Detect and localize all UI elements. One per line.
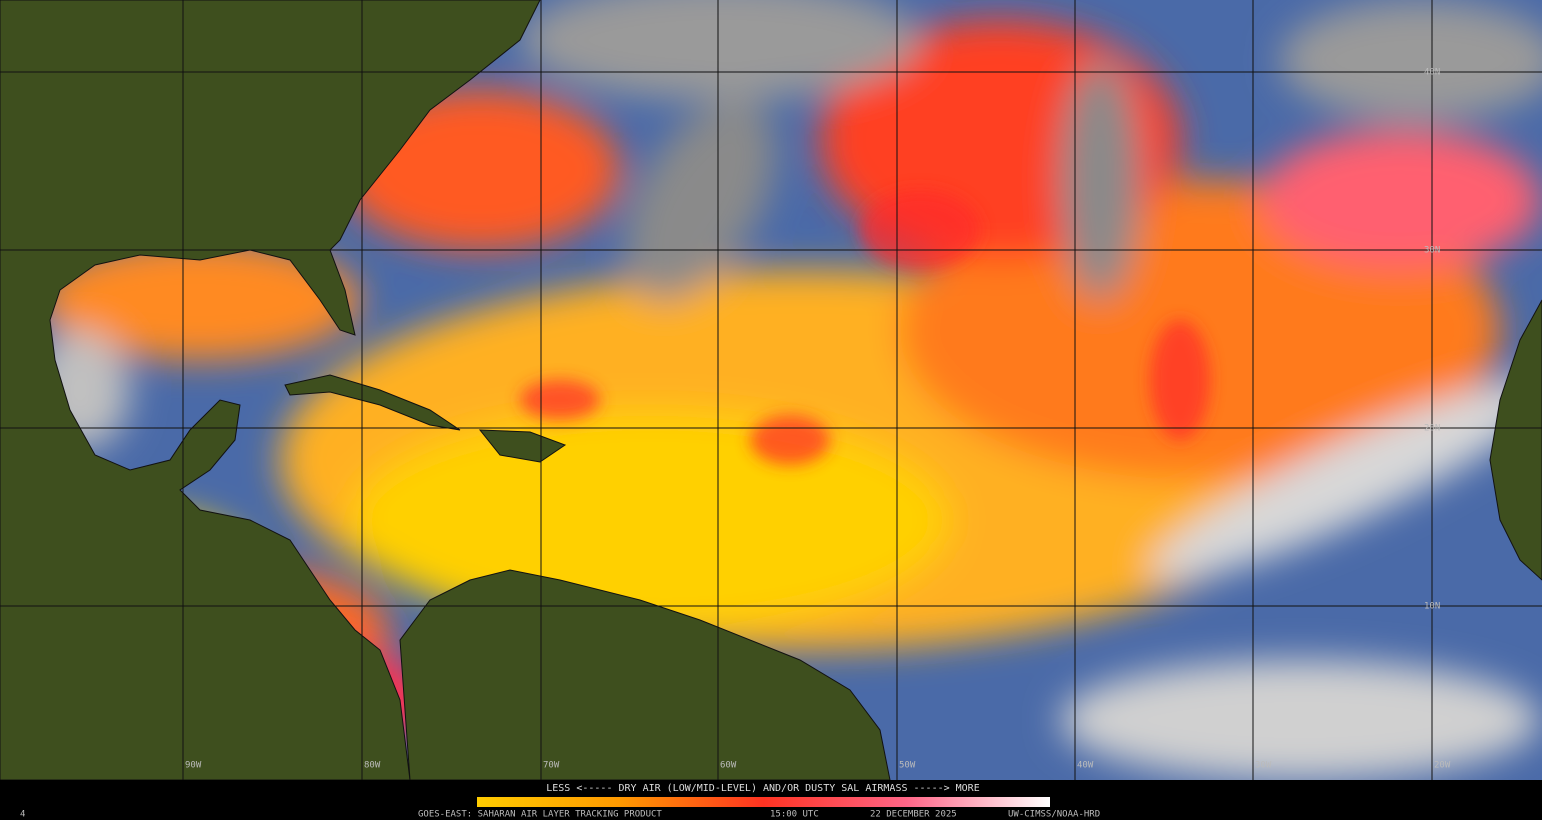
longitude-label: 90W: [185, 761, 202, 771]
date: 22 DECEMBER 2025: [870, 810, 957, 820]
land: [0, 0, 1542, 781]
color-bar: [477, 797, 1050, 807]
longitude-label: 30W: [1255, 761, 1272, 771]
frame-number: 4: [20, 810, 25, 820]
imagery: [0, 0, 1542, 781]
time: 15:00 UTC: [770, 810, 819, 820]
graticule: [0, 0, 1542, 780]
latitude-label: 10N: [1424, 602, 1440, 612]
longitude-label: 50W: [899, 761, 916, 771]
longitude-label: 60W: [720, 761, 737, 771]
latitude-label: 20N: [1424, 424, 1440, 434]
legend-caption: LESS <----- DRY AIR (LOW/MID-LEVEL) AND/…: [546, 783, 979, 794]
longitude-label: 70W: [543, 761, 560, 771]
product-name: GOES-EAST: SAHARAN AIR LAYER TRACKING PR…: [418, 810, 662, 820]
longitude-label: 80W: [364, 761, 381, 771]
longitude-label: 40W: [1077, 761, 1094, 771]
latitude-label: 40N: [1424, 68, 1440, 78]
graticule-labels: 40N 30N 20N 10N 90W 80W 70W 60W 50W 40W 30W 20W: [185, 68, 1451, 771]
credit: UW-CIMSS/NOAA-HRD: [1008, 810, 1100, 820]
longitude-label: 20W: [1434, 761, 1451, 771]
latitude-label: 30N: [1424, 246, 1440, 256]
